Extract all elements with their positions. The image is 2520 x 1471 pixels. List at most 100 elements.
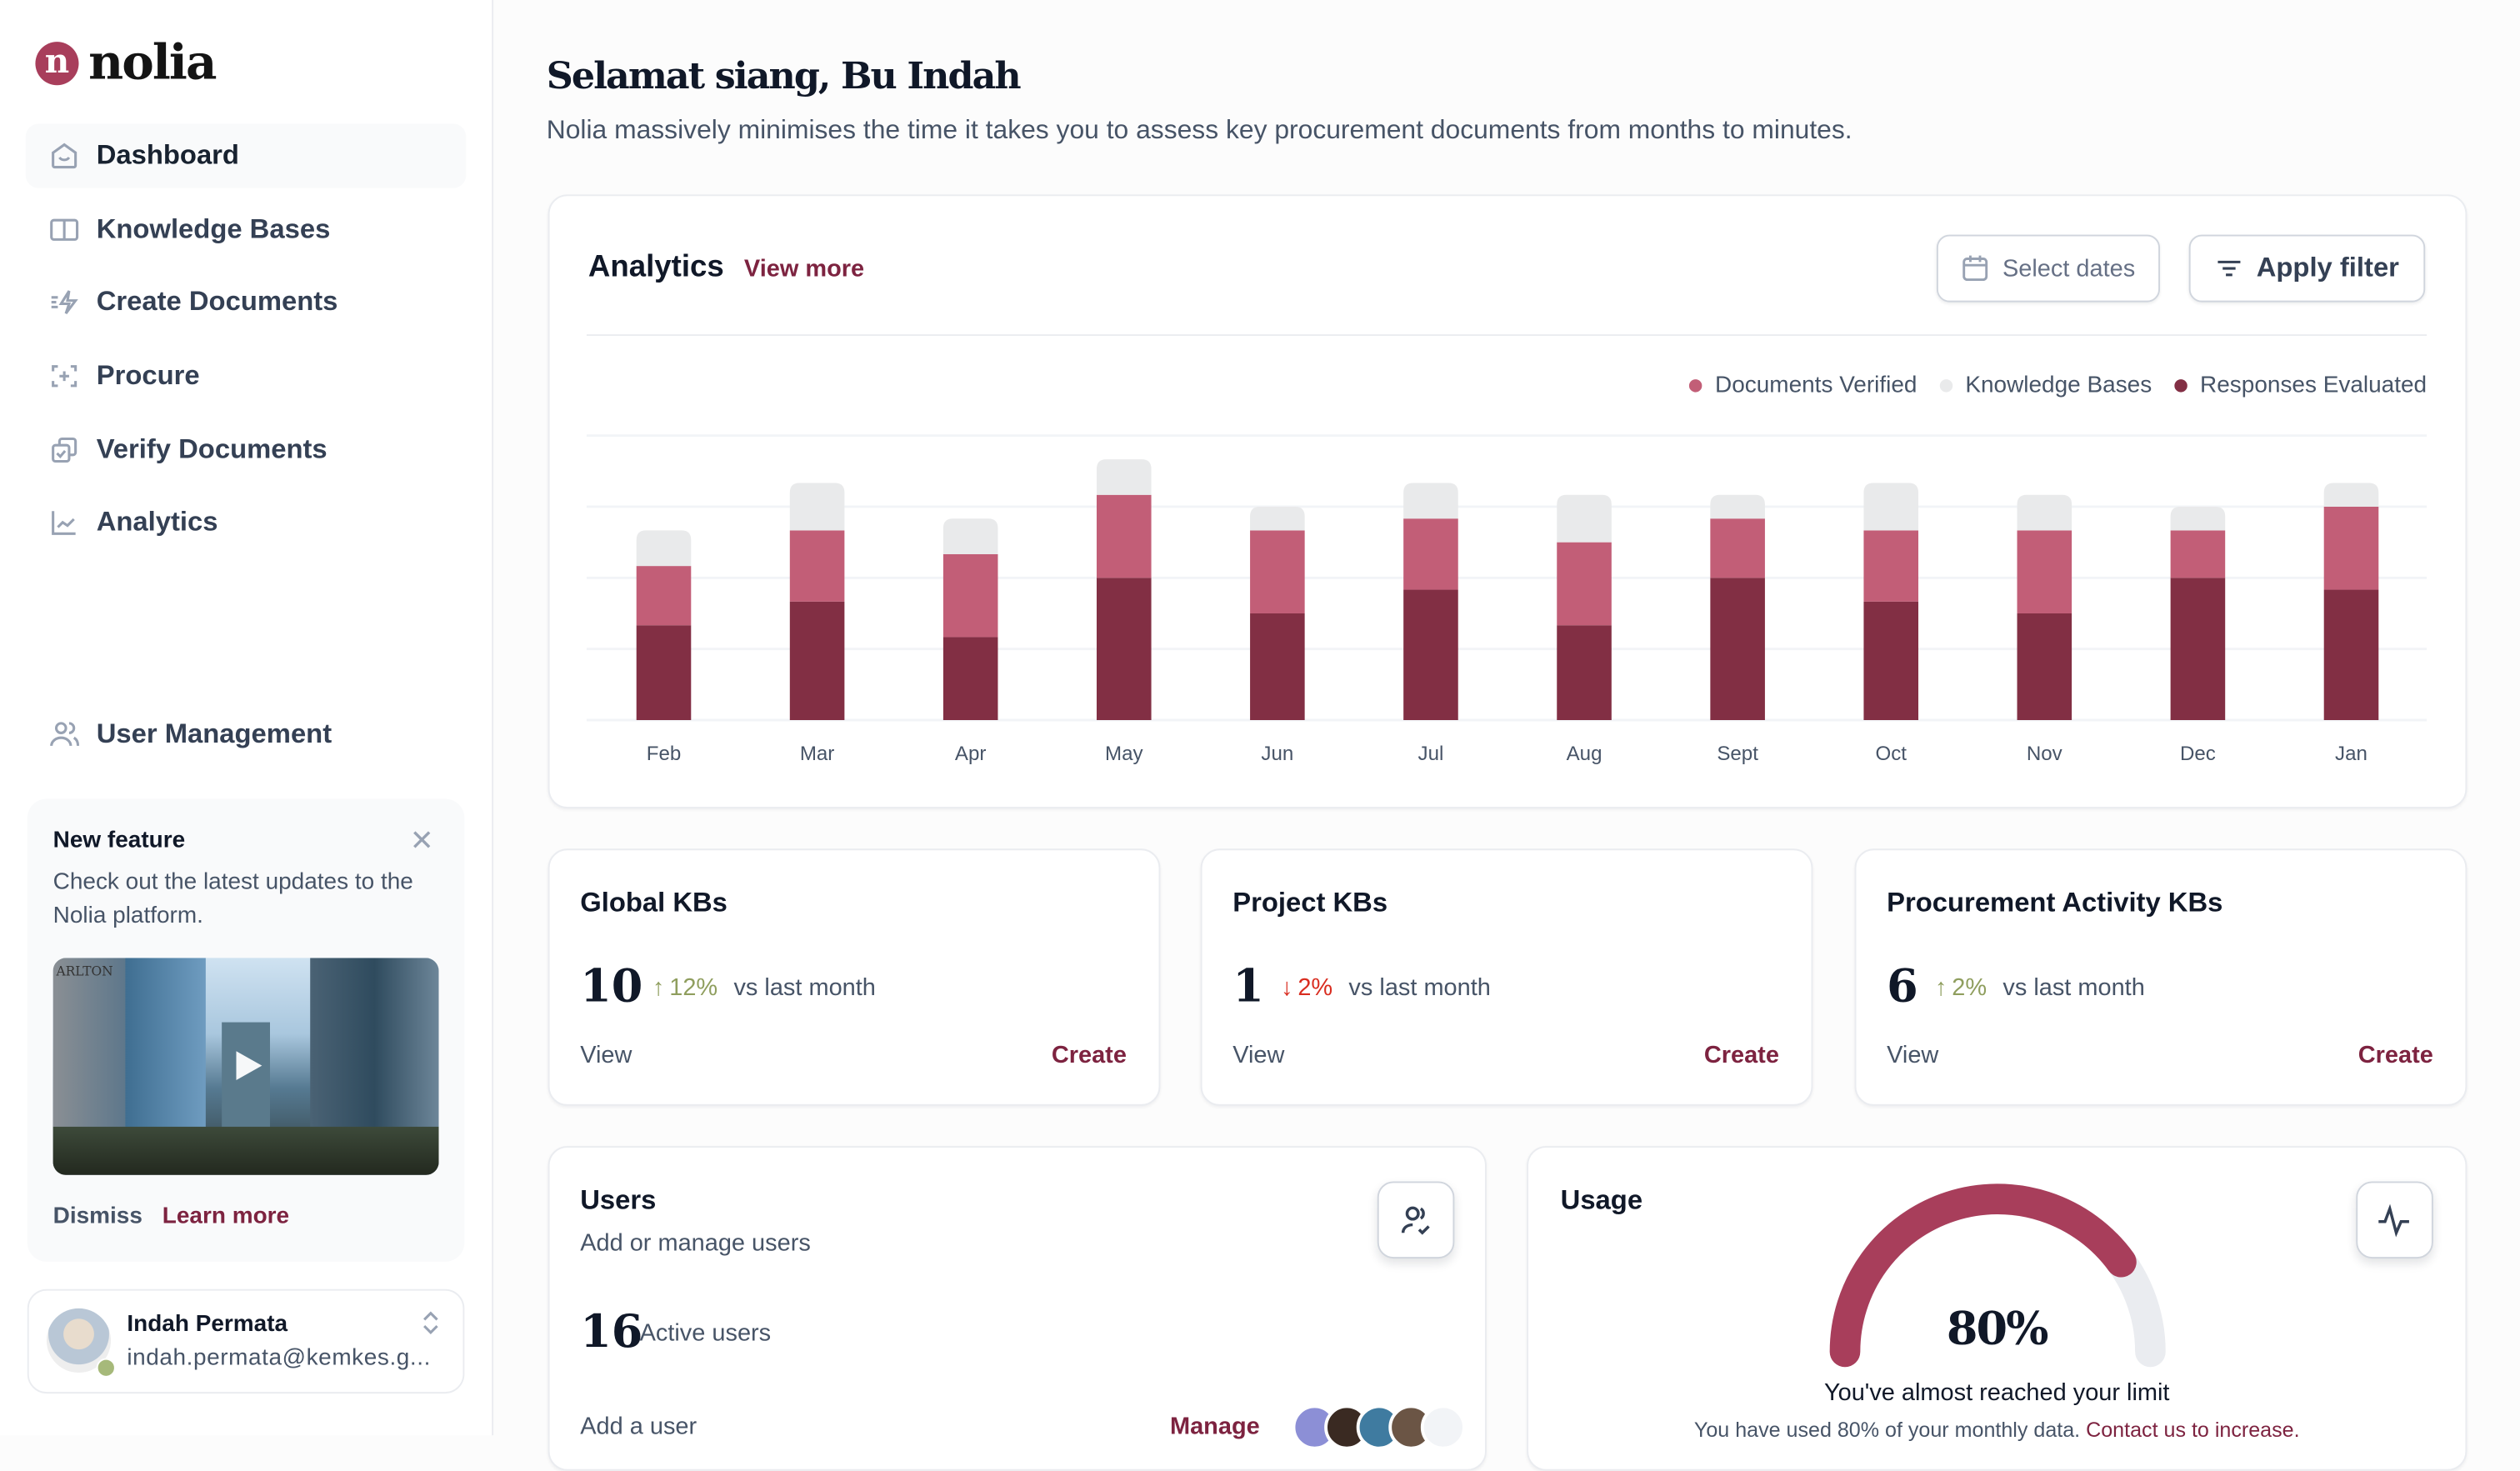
bar-segment-knowledge-bases[interactable] — [942, 518, 998, 554]
kb-view-link[interactable]: View — [580, 1041, 632, 1069]
bar-segment-responses-evaluated[interactable] — [1710, 578, 1765, 720]
arrow-up-icon: ↑ — [652, 973, 665, 1002]
chart-legend: Documents Verified Knowledge Bases Respons… — [1689, 373, 2427, 398]
bar-segment-documents-verified[interactable] — [789, 530, 845, 602]
profile-name: Indah Permata — [127, 1311, 288, 1338]
sidebar-item-procure[interactable]: Procure — [26, 344, 466, 408]
sidebar-item-label: Analytics — [96, 506, 218, 538]
apply-filter-button[interactable]: Apply filter — [2188, 234, 2425, 303]
avatar-group[interactable] — [1292, 1404, 1466, 1450]
bar-segment-documents-verified[interactable] — [636, 566, 692, 626]
bar-segment-knowledge-bases[interactable] — [1096, 459, 1152, 495]
kb-view-link[interactable]: View — [1887, 1041, 1939, 1069]
page-title: Selamat siang, Bu Indah — [546, 54, 1022, 98]
kb-card-title: Procurement Activity KBs — [1887, 887, 2223, 918]
bar-segment-responses-evaluated[interactable] — [1096, 578, 1152, 720]
legend-label: Documents Verified — [1714, 373, 1918, 399]
bar-segment-documents-verified[interactable] — [1710, 518, 1765, 578]
usage-percent: 80% — [1946, 1302, 2049, 1355]
bar-segment-responses-evaluated[interactable] — [789, 601, 845, 720]
bar-segment-responses-evaluated[interactable] — [1863, 601, 1919, 720]
bar-segment-responses-evaluated[interactable] — [1250, 613, 1305, 720]
sidebar-item-dashboard[interactable]: Dashboard — [25, 123, 467, 188]
kb-create-link[interactable]: Create — [2358, 1041, 2433, 1069]
users-icon-button[interactable] — [1377, 1181, 1455, 1259]
sidebar-item-label: Create Documents — [96, 286, 338, 317]
logo-text: nolia — [88, 35, 217, 92]
bar-segment-documents-verified[interactable] — [942, 553, 998, 638]
kb-card-value: 1 — [1232, 959, 1264, 1013]
usage-gauge — [1829, 1183, 2166, 1368]
x-tick-label: Nov — [2027, 743, 2062, 765]
users-card: Users Add or manage users 16 Active user… — [548, 1146, 1487, 1471]
dismiss-button[interactable]: Dismiss — [52, 1203, 142, 1230]
add-user-link[interactable]: Add a user — [580, 1413, 698, 1440]
bar-segment-responses-evaluated[interactable] — [2170, 578, 2226, 720]
kb-create-link[interactable]: Create — [1703, 1041, 1779, 1069]
bar-segment-knowledge-bases[interactable] — [2323, 483, 2379, 507]
bar-segment-documents-verified[interactable] — [1863, 530, 1919, 602]
profile-switcher[interactable]: Indah Permata indah.permata@kemkes.g... — [27, 1288, 465, 1394]
x-tick-label: Oct — [1875, 743, 1907, 765]
legend-item[interactable]: Documents Verified — [1689, 373, 1917, 398]
logo[interactable]: n nolia — [35, 35, 217, 92]
scan-plus-icon — [52, 365, 78, 388]
image-sign-text: ARLTON — [56, 964, 113, 979]
bar-segment-knowledge-bases[interactable] — [1710, 494, 1765, 519]
kb-change-label: vs last month — [2002, 973, 2145, 1002]
bar-segment-responses-evaluated[interactable] — [1557, 625, 1612, 720]
bar-segment-knowledge-bases[interactable] — [2017, 494, 2072, 531]
bar-segment-documents-verified[interactable] — [1250, 530, 1305, 613]
legend-item[interactable]: Responses Evaluated — [2174, 373, 2427, 398]
x-tick-label: Jun — [1261, 743, 1293, 765]
bar-segment-knowledge-bases[interactable] — [1557, 494, 1612, 543]
manage-users-link[interactable]: Manage — [1169, 1413, 1260, 1440]
sidebar-item-label: Knowledge Bases — [96, 213, 331, 245]
bar-segment-knowledge-bases[interactable] — [1250, 506, 1305, 531]
bar-segment-responses-evaluated[interactable] — [2017, 613, 2072, 720]
bar-segment-responses-evaluated[interactable] — [2323, 589, 2379, 720]
learn-more-link[interactable]: Learn more — [162, 1203, 290, 1230]
usage-body-line: You have used 80% of your monthly data. … — [1528, 1418, 2465, 1442]
sidebar: n nolia Dashboard Knowledge Bases Create… — [0, 0, 494, 1436]
new-feature-card: New feature ✕ Check out the latest updat… — [27, 798, 465, 1262]
bar-segment-knowledge-bases[interactable] — [2170, 506, 2226, 531]
active-users-label: Active users — [639, 1319, 772, 1348]
chevron-selector-icon[interactable] — [421, 1310, 440, 1336]
line-chart-icon — [52, 511, 76, 535]
view-more-link[interactable]: View more — [743, 255, 865, 283]
sidebar-item-analytics[interactable]: Analytics — [26, 490, 466, 554]
activity-icon-button[interactable] — [2356, 1181, 2433, 1259]
bar-segment-knowledge-bases[interactable] — [636, 530, 692, 567]
bar-segment-responses-evaluated[interactable] — [1403, 589, 1458, 720]
bar-segment-documents-verified[interactable] — [2170, 530, 2226, 578]
activity-icon — [2378, 1203, 2409, 1238]
contact-us-link[interactable]: Contact us to increase. — [2086, 1417, 2300, 1442]
bar-segment-documents-verified[interactable] — [2323, 506, 2379, 590]
bar-segment-documents-verified[interactable] — [1096, 494, 1152, 578]
sidebar-item-knowledge-bases[interactable]: Knowledge Bases — [26, 198, 466, 262]
bar-segment-documents-verified[interactable] — [2017, 530, 2072, 613]
x-tick-label: Sept — [1717, 743, 1758, 765]
close-icon[interactable]: ✕ — [409, 824, 434, 857]
x-tick-label: Jan — [2335, 743, 2368, 765]
bar-segment-knowledge-bases[interactable] — [1863, 483, 1919, 531]
kb-view-link[interactable]: View — [1232, 1041, 1285, 1069]
x-tick-label: Feb — [647, 743, 682, 765]
sidebar-item-create-documents[interactable]: Create Documents — [26, 270, 466, 334]
feature-video-thumbnail[interactable]: ARLTON — [52, 958, 439, 1175]
bar-segment-documents-verified[interactable] — [1557, 542, 1612, 626]
bar-segment-knowledge-bases[interactable] — [789, 483, 845, 531]
bar-segment-responses-evaluated[interactable] — [636, 625, 692, 720]
sidebar-item-verify-documents[interactable]: Verify Documents — [26, 418, 466, 482]
bar-segment-documents-verified[interactable] — [1403, 518, 1458, 590]
kb-change-value: 2% — [1298, 973, 1333, 1002]
select-dates-button[interactable]: Select dates — [1936, 234, 2160, 303]
legend-dot-icon — [2174, 379, 2188, 393]
sidebar-item-user-management[interactable]: User Management — [26, 703, 466, 767]
bar-segment-responses-evaluated[interactable] — [942, 637, 998, 720]
play-icon[interactable] — [230, 1048, 265, 1083]
kb-create-link[interactable]: Create — [1051, 1041, 1127, 1069]
legend-item[interactable]: Knowledge Bases — [1939, 373, 2152, 398]
bar-segment-knowledge-bases[interactable] — [1403, 483, 1458, 519]
